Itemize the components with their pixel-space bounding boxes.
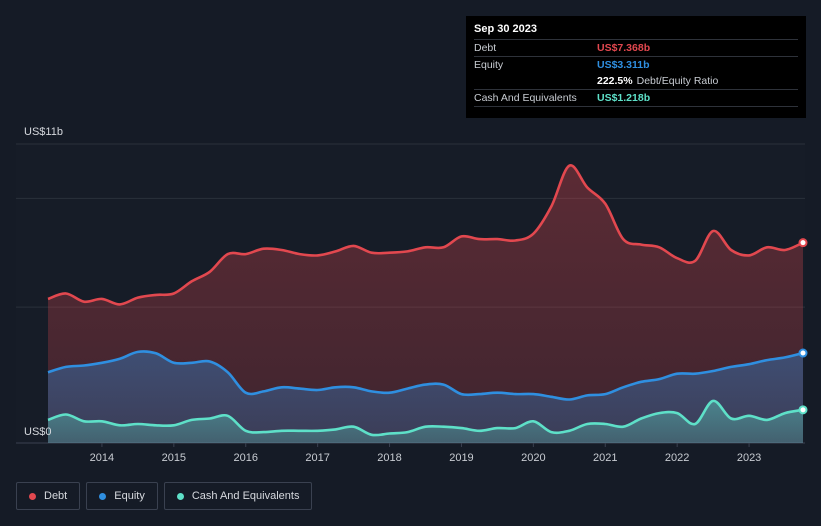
tooltip-ratio-label: Debt/Equity Ratio xyxy=(636,75,719,87)
y-tick-label-max: US$11b xyxy=(24,126,63,138)
tooltip-equity-value: US$3.311b xyxy=(597,59,650,71)
equity-end-marker xyxy=(798,348,808,358)
tooltip-ratio-row: 222.5% Debt/Equity Ratio xyxy=(474,73,798,89)
x-tick-label: 2022 xyxy=(665,452,689,464)
legend-debt-label: Debt xyxy=(44,490,68,502)
x-tick-label: 2015 xyxy=(162,452,186,464)
tooltip-ratio-value: 222.5% xyxy=(597,75,633,87)
legend-equity-label: Equity xyxy=(114,490,145,502)
y-tick-label-zero: US$0 xyxy=(24,426,52,438)
equity-dot-icon xyxy=(99,492,107,500)
tooltip-debt-value: US$7.368b xyxy=(597,42,651,54)
cash-line xyxy=(47,399,804,437)
tooltip-debt-label: Debt xyxy=(474,42,497,54)
x-tick-label: 2021 xyxy=(593,452,617,464)
x-tick-label: 2018 xyxy=(377,452,401,464)
tooltip-debt-row: Debt US$7.368b xyxy=(474,39,798,56)
x-tick-label: 2019 xyxy=(449,452,473,464)
legend-cash-label: Cash And Equivalents xyxy=(191,490,300,502)
tooltip-equity-label: Equity xyxy=(474,59,504,71)
equity-area xyxy=(48,351,803,443)
legend-item-equity[interactable]: Equity xyxy=(86,482,158,510)
tooltip-cash-value: US$1.218b xyxy=(597,92,651,104)
debt-area xyxy=(48,165,803,443)
debt-line xyxy=(47,164,804,306)
tooltip-cash-row: Cash And Equivalents US$1.218b xyxy=(474,89,798,107)
x-tick-label: 2014 xyxy=(90,452,114,464)
tooltip-date: Sep 30 2023 xyxy=(474,23,537,35)
chart-legend: Debt Equity Cash And Equivalents xyxy=(16,482,313,510)
tooltip-panel: Sep 30 2023 Debt US$7.368b Equity US$3.3… xyxy=(466,16,806,118)
legend-item-cash[interactable]: Cash And Equivalents xyxy=(163,482,313,510)
x-tick-label: 2016 xyxy=(233,452,257,464)
debt-end-marker xyxy=(798,238,808,248)
cash-dot-icon xyxy=(176,492,184,500)
equity-line xyxy=(47,350,804,401)
debt-dot-icon xyxy=(29,492,36,500)
x-tick-label: 2023 xyxy=(737,452,761,464)
cash-end-marker xyxy=(798,405,808,415)
tooltip-equity-row: Equity US$3.311b xyxy=(474,56,798,73)
x-tick-label: 2020 xyxy=(521,452,545,464)
x-tick-label: 2017 xyxy=(305,452,329,464)
cash-area xyxy=(48,400,803,443)
tooltip-cash-label: Cash And Equivalents xyxy=(474,92,577,104)
legend-item-debt[interactable]: Debt xyxy=(16,482,81,510)
